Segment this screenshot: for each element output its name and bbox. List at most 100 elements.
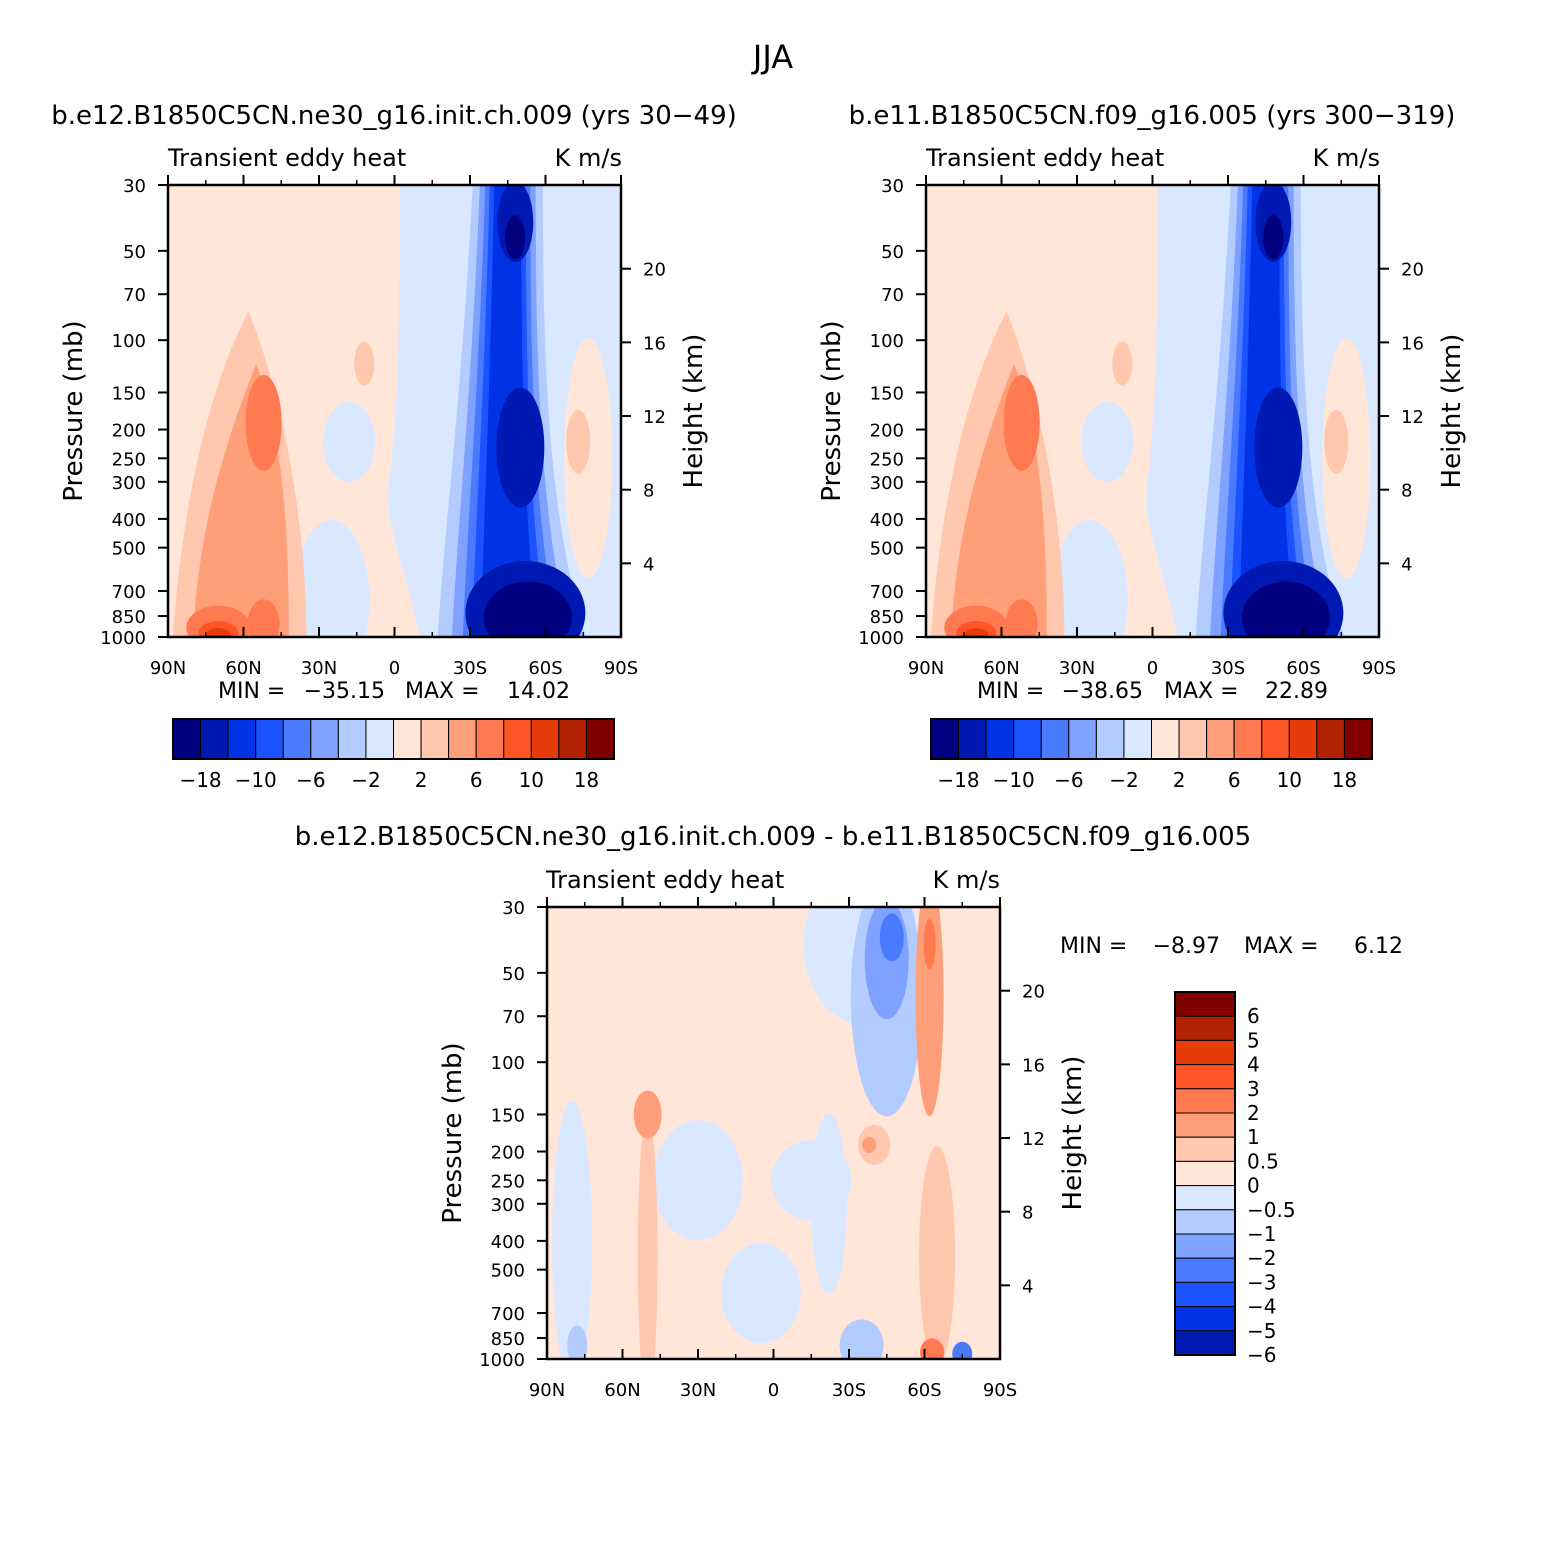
- y-tick-label: 850: [870, 607, 904, 628]
- max-value: 22.89: [1265, 679, 1328, 704]
- x-tick-label: 30N: [680, 1380, 716, 1401]
- colorbar-frame: [930, 718, 1373, 760]
- axes: 90N 60N 30N 0 30S 60S 90S 30 50 70 100 150 200 250 300…: [479, 897, 1045, 1401]
- colorbar-box: [255, 718, 284, 760]
- contour-band: [1051, 519, 1128, 637]
- colorbar-box: [503, 718, 532, 760]
- panel-title: b.e12.B1850C5CN.ne30_g16.init.ch.009 (yr…: [51, 101, 737, 131]
- y-tick-label: 150: [870, 383, 904, 404]
- y2-tick-label: 20: [643, 260, 666, 281]
- colorbar-label: 6: [1247, 1004, 1260, 1028]
- x-tick-label: 0: [389, 658, 400, 679]
- panel-title: b.e12.B1850C5CN.ne30_g16.init.ch.009 - b…: [295, 822, 1251, 852]
- colorbar-box: [420, 718, 450, 760]
- y-tick-label: 500: [491, 1261, 525, 1282]
- contour-band: [1254, 387, 1303, 508]
- colorbar-box: [393, 718, 422, 760]
- y-tick-label: 850: [112, 607, 146, 628]
- y-tick-label: 300: [491, 1195, 525, 1216]
- contour-band: [1241, 581, 1330, 637]
- x-tick-label: 90N: [529, 1380, 565, 1401]
- y2-axis-title: Height (km): [1437, 334, 1467, 489]
- y-tick-label: 1000: [479, 1350, 525, 1371]
- colorbar-box: [1206, 718, 1235, 760]
- max-label: MAX =: [1164, 679, 1239, 704]
- contour-band: [633, 1090, 662, 1139]
- colorbar-box: [475, 718, 505, 760]
- colorbar-box: [1174, 991, 1236, 1017]
- colorbar-label: −10: [235, 768, 277, 792]
- colorbar-box: [1233, 718, 1263, 760]
- panel-twelve: b.e12.B1850C5CN.ne30_g16.init.ch.009 (yr…: [51, 101, 737, 792]
- colorbar-label: −1: [1247, 1222, 1276, 1246]
- colorbar-label: 6: [1228, 768, 1241, 792]
- stats: MIN = −8.97 MAX = 6.12: [1060, 934, 1403, 959]
- y2-tick-label: 12: [643, 407, 666, 428]
- colorbar-label: −6: [1247, 1343, 1276, 1367]
- y-tick-label: 850: [491, 1329, 525, 1350]
- colorbar-label: −6: [1054, 768, 1083, 792]
- colorbar-box: [1316, 718, 1345, 760]
- min-value: −38.65: [1062, 679, 1143, 704]
- x-tick-label: 90S: [1362, 658, 1396, 679]
- y-tick-label: 700: [112, 582, 146, 603]
- x-tick-label: 90S: [983, 1380, 1017, 1401]
- y-tick-label: 500: [112, 539, 146, 560]
- y-tick-label: 300: [112, 473, 146, 494]
- colorbar-label: 18: [574, 768, 599, 792]
- colorbar: −18 −10 −6 −2 2 6 10 18: [172, 718, 615, 792]
- y-tick-label: 700: [870, 582, 904, 603]
- colorbar-box: [365, 718, 394, 760]
- contour-band: [862, 1136, 877, 1153]
- y-tick-label: 200: [870, 421, 904, 442]
- colorbar-box: [1343, 718, 1373, 760]
- colorbar-label: −10: [993, 768, 1035, 792]
- x-tick-label: 90S: [604, 658, 638, 679]
- contour-band: [810, 1113, 847, 1294]
- contour-band: [952, 1341, 973, 1359]
- y2-axis-title: Height (km): [679, 334, 709, 489]
- y-tick-label: 250: [112, 449, 146, 470]
- colorbar-label: 1: [1247, 1125, 1260, 1149]
- max-label: MAX =: [405, 679, 480, 704]
- colorbar-label: −2: [1247, 1246, 1276, 1270]
- colorbar-label: −18: [937, 768, 979, 792]
- y2-tick-label: 4: [1022, 1276, 1033, 1297]
- x-tick-label: 90N: [908, 658, 944, 679]
- x-tick-label: 0: [1147, 658, 1158, 679]
- colorbar-label: 6: [470, 768, 483, 792]
- x-tick-label: 60N: [225, 658, 261, 679]
- panel-title: b.e11.B1850C5CN.f09_g16.005 (yrs 300−319…: [849, 101, 1456, 131]
- x-tick-label: 30S: [832, 1380, 866, 1401]
- colorbar-box: [1174, 1257, 1236, 1283]
- x-tick-label: 60N: [604, 1380, 640, 1401]
- colorbar-box: [1174, 1306, 1236, 1332]
- units-label: K m/s: [1313, 144, 1380, 172]
- contour-band: [496, 387, 545, 508]
- colorbar-label: −4: [1247, 1295, 1276, 1319]
- axes: 90N 60N 30N 0 30S 60S 90S 30 50 70 100 150 200 250 300…: [100, 175, 666, 679]
- contour-band: [1081, 401, 1134, 482]
- x-tick-label: 90N: [150, 658, 186, 679]
- colorbar-label: 0.5: [1247, 1149, 1279, 1173]
- colorbar-box: [227, 718, 257, 760]
- y-tick-label: 70: [502, 1007, 525, 1028]
- contour-band: [1112, 341, 1133, 386]
- x-tick-label: 60S: [907, 1380, 941, 1401]
- y-tick-label: 150: [491, 1105, 525, 1126]
- y-tick-label: 150: [112, 383, 146, 404]
- colorbar-label: 4: [1247, 1053, 1260, 1077]
- figure-title: JJA: [751, 38, 793, 76]
- y2-tick-label: 4: [1401, 554, 1412, 575]
- min-label: MIN =: [977, 679, 1044, 704]
- colorbar-box: [1174, 1064, 1236, 1090]
- colorbar: −18 −10 −6 −2 2 6 10 18: [930, 718, 1373, 792]
- contour-band: [206, 628, 231, 637]
- panel-diff: b.e12.B1850C5CN.ne30_g16.init.ch.009 - b…: [295, 822, 1403, 1401]
- y-axis-title: Pressure (mb): [59, 320, 89, 501]
- panel-thirteen: b.e11.B1850C5CN.f09_g16.005 (yrs 300−319…: [817, 101, 1467, 792]
- colorbar-box: [282, 718, 312, 760]
- y-axis-title: Pressure (mb): [817, 320, 847, 501]
- colorbar-box: [558, 718, 587, 760]
